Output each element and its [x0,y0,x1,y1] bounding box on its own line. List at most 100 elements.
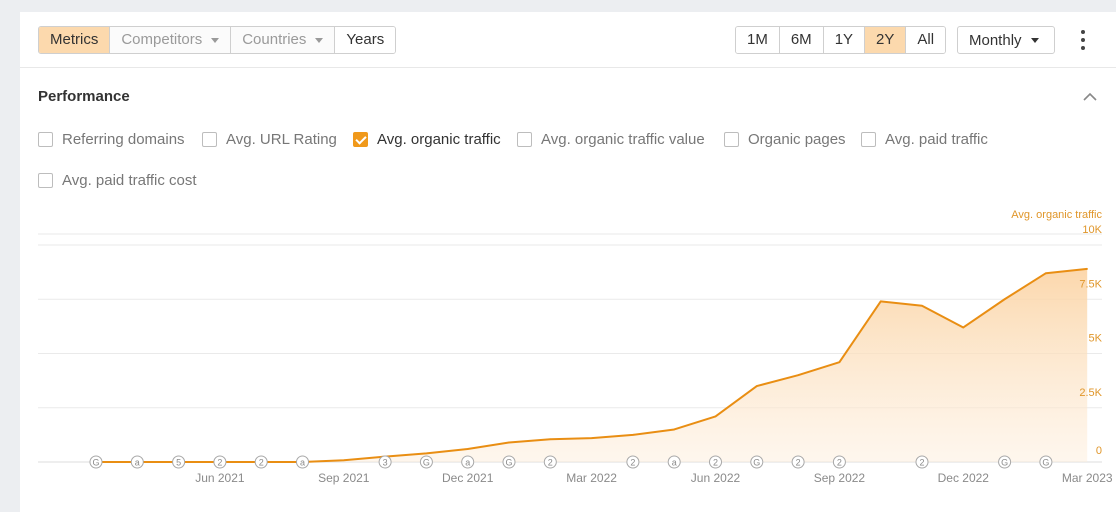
chevron-down-icon [315,37,324,43]
annotation-marker [543,455,557,469]
data-point [425,452,428,455]
view-tabs: Metrics Competitors Countries Years [38,26,397,54]
data-point [343,459,345,462]
metric-label: Avg. organic traffic value [541,131,705,148]
x-tick-label: Dec 2021 [442,471,494,485]
section-title: Performance [38,88,130,105]
annotation-label: G [423,458,430,468]
annotation-label: 3 [383,458,388,468]
annotation-marker [502,455,516,469]
metric-label: Referring domains [62,131,185,148]
range-1y[interactable]: 1Y [823,27,866,53]
annotation-marker [667,455,681,469]
data-point [797,374,799,376]
range-all-label: All [917,31,935,48]
annotation-marker [709,455,722,469]
data-point [838,361,841,363]
checkbox[interactable] [38,132,53,147]
data-point [466,448,469,450]
performance-panel: Metrics Competitors Countries Years 1M 6… [20,12,1116,512]
metric-label: Avg. organic traffic [377,131,501,148]
annotation-marker [791,455,805,469]
series-label: Avg. organic traffic [1011,209,1102,221]
tab-metrics-label: Metrics [50,31,99,48]
data-point [1045,272,1047,275]
tab-competitors[interactable]: Competitors [110,27,232,53]
data-point [632,434,634,436]
metric-organic-pages[interactable]: Organic pages [724,131,846,148]
annotation-label: a [465,458,470,468]
annotation-marker [296,455,309,469]
interval-value: Monthly [969,31,1022,49]
annotation-marker [419,455,433,469]
metric-referring-domains[interactable]: Referring domains [38,131,185,148]
annotation-marker [750,455,764,469]
x-tick-label: Jun 2022 [691,471,741,485]
tab-countries[interactable]: Countries [231,27,336,53]
data-point [590,437,593,439]
checkbox[interactable] [202,132,217,147]
chevron-down-icon [1030,37,1039,43]
data-point [756,385,758,387]
metric-avg-url-rating[interactable]: Avg. URL Rating [202,131,337,148]
annotation-label: 2 [919,458,924,468]
more-options-icon[interactable] [1079,30,1087,50]
chevron-up-icon[interactable] [1083,90,1097,104]
toolbar: Metrics Competitors Countries Years 1M 6… [20,12,1116,68]
interval-dropdown[interactable]: Monthly [957,26,1055,54]
range-all[interactable]: All [906,27,946,53]
range-6m[interactable]: 6M [779,27,824,53]
metric-avg-organic-traffic[interactable]: Avg. organic traffic [353,131,501,148]
annotation-marker [626,455,640,469]
x-tick-label: Dec 2022 [938,471,990,485]
annotation-label: a [300,458,305,468]
annotation-marker [213,455,227,469]
annotation-label: 2 [548,458,553,468]
x-tick-label: Mar 2022 [566,471,617,485]
annotation-marker [254,455,268,469]
data-point [1003,298,1006,301]
checkbox[interactable] [861,132,876,147]
data-point [962,326,965,329]
data-point [921,304,923,307]
metric-avg-paid-traffic[interactable]: Avg. paid traffic [861,131,988,148]
annotation-label: G [92,458,99,468]
y-tick-label: 10K [1082,224,1102,236]
data-point [508,441,510,444]
metric-avg-organic-traffic-value[interactable]: Avg. organic traffic value [517,131,705,148]
annotation-label: 2 [713,458,718,468]
annotation-marker [915,455,929,469]
annotation-label: G [753,458,760,468]
checkbox[interactable] [517,132,532,147]
annotation-label: a [135,458,140,468]
tab-countries-label: Countries [242,31,307,48]
tab-years[interactable]: Years [335,27,396,53]
chevron-down-icon [211,37,220,43]
annotation-label: 2 [837,458,842,468]
checkbox[interactable] [38,173,53,188]
range-1m-label: 1M [747,31,768,48]
data-point [549,438,552,441]
annotation-marker [461,455,475,469]
data-point [673,428,675,431]
range-2y[interactable]: 2Y [865,27,907,53]
annotation-marker [1039,455,1053,469]
x-tick-label: Jun 2021 [195,471,245,485]
tab-metrics[interactable]: Metrics [39,27,111,53]
range-6m-label: 6M [790,31,812,48]
checkbox-checked[interactable] [353,132,368,147]
y-tick-label: 5K [1089,333,1103,345]
metric-label: Organic pages [748,131,846,148]
annotation-label: G [1042,458,1049,468]
annotation-label: 2 [259,458,264,468]
tab-competitors-label: Competitors [121,31,203,48]
range-1y-label: 1Y [834,31,854,48]
metric-avg-paid-traffic-cost[interactable]: Avg. paid traffic cost [38,172,197,189]
x-tick-label: Mar 2023 [1062,471,1113,485]
range-2y-label: 2Y [876,31,895,48]
checkbox[interactable] [724,132,739,147]
range-1m[interactable]: 1M [736,27,780,53]
y-tick-label: 2.5K [1079,387,1102,399]
y-tick-label: 0 [1096,445,1102,457]
